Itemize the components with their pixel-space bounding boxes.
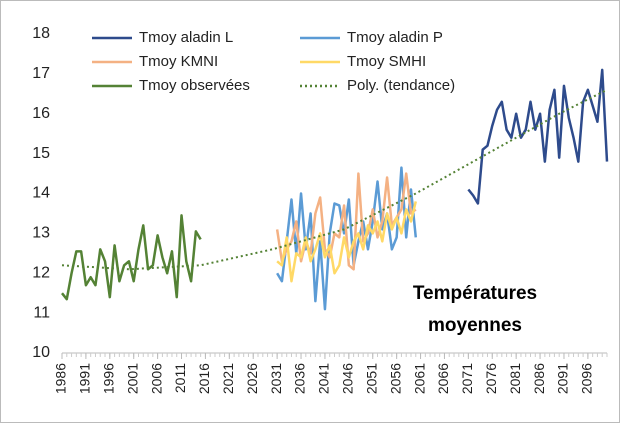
x-tick-label: 2041 <box>316 363 332 394</box>
trend-line <box>61 88 608 271</box>
legend-label: Tmoy aladin L <box>139 29 233 46</box>
legend-label: Tmoy aladin P <box>347 29 443 46</box>
y-tick-label: 14 <box>32 185 50 202</box>
x-tick-label: 2001 <box>124 363 140 394</box>
series-line <box>61 214 202 301</box>
legend-label: Tmoy KMNI <box>139 53 218 70</box>
x-tick-label: 2096 <box>579 363 595 394</box>
x-tick-label: 2036 <box>292 363 308 394</box>
series-line <box>276 166 418 311</box>
x-tick-label: 2006 <box>148 363 164 394</box>
x-tick-label: 2066 <box>435 363 451 394</box>
x-tick-label: 2016 <box>196 363 212 394</box>
series-line <box>467 68 609 205</box>
x-tick-label: 2011 <box>172 363 188 393</box>
y-tick-label: 12 <box>32 264 50 281</box>
x-tick-label: 2051 <box>363 363 379 394</box>
x-tick-label: 2056 <box>387 363 403 394</box>
x-tick-label: 2071 <box>459 363 475 394</box>
y-tick-label: 15 <box>32 145 50 162</box>
legend-label: Tmoy SMHI <box>347 53 426 70</box>
x-tick-label: 2081 <box>507 363 523 394</box>
annotation: Températures <box>413 283 537 304</box>
y-tick-label: 13 <box>32 225 50 242</box>
series-line <box>276 201 417 283</box>
x-tick-label: 2076 <box>483 363 499 394</box>
y-tick-label: 18 <box>32 25 50 42</box>
annotation: moyennes <box>428 315 522 336</box>
x-tick-label: 2091 <box>555 363 571 394</box>
x-tick-label: 1996 <box>101 363 117 394</box>
x-tick-label: 2031 <box>268 363 284 394</box>
x-tick-label: 2026 <box>244 363 260 394</box>
x-tick-label: 2046 <box>340 363 356 394</box>
x-tick-label: 2086 <box>531 363 547 394</box>
x-tick-label: 2021 <box>220 363 236 394</box>
y-tick-label: 17 <box>32 65 50 82</box>
legend-label: Tmoy observées <box>139 77 250 94</box>
x-tick-label: 1986 <box>53 363 69 394</box>
y-tick-label: 11 <box>33 304 50 321</box>
x-tick-label: 1991 <box>77 363 93 394</box>
y-tick-label: 10 <box>32 344 50 361</box>
y-tick-label: 16 <box>32 105 50 122</box>
legend-label: Poly. (tendance) <box>347 77 455 94</box>
x-tick-label: 2061 <box>411 363 427 394</box>
